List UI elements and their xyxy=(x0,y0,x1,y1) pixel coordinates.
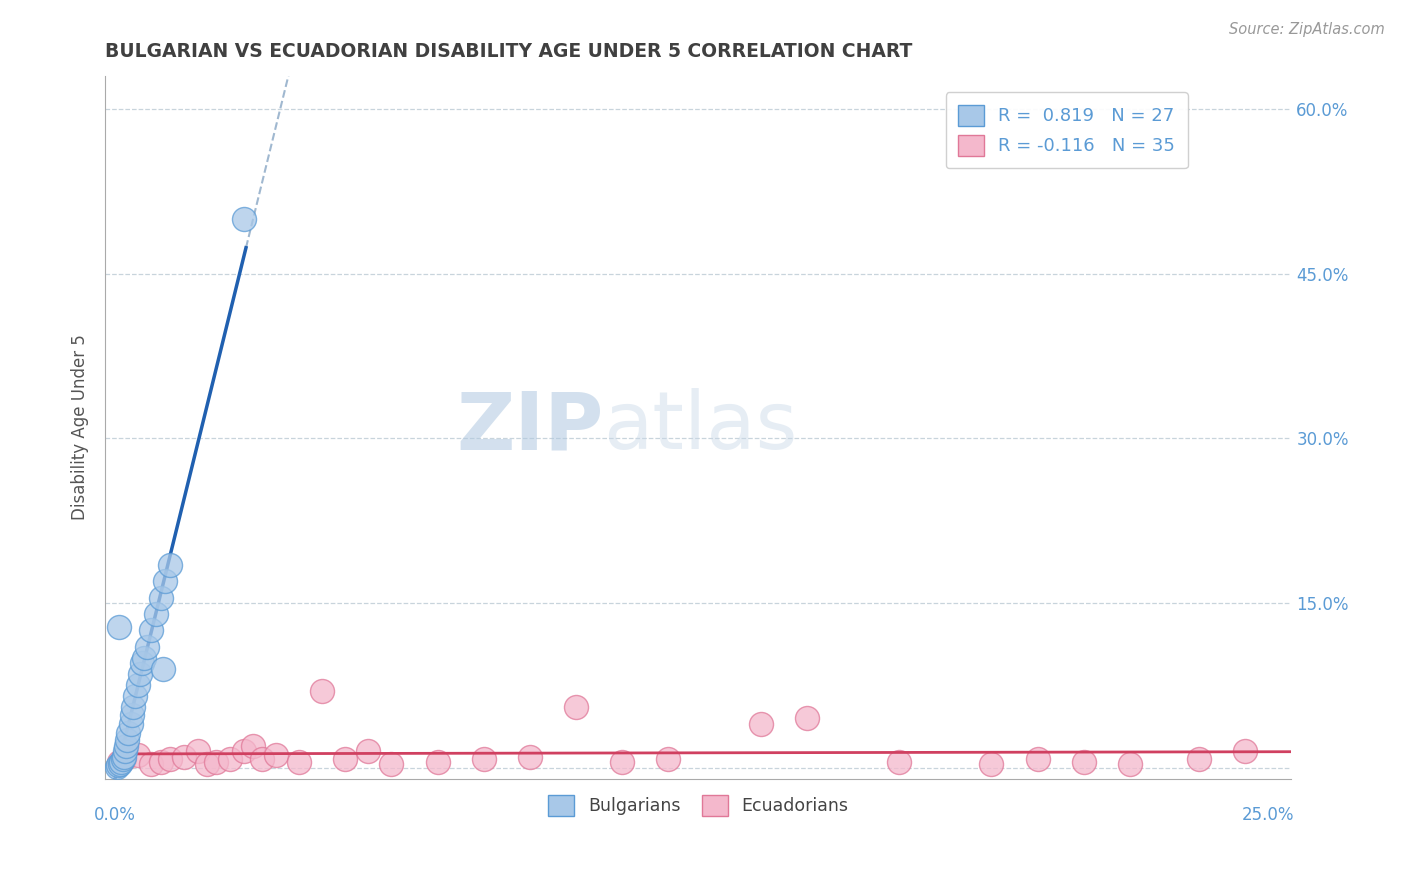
Point xyxy=(380,757,402,772)
Point xyxy=(186,744,208,758)
Point xyxy=(288,755,311,769)
Point xyxy=(122,700,145,714)
Text: 0.0%: 0.0% xyxy=(94,806,135,824)
Point xyxy=(127,747,149,762)
Point xyxy=(242,739,264,753)
Point xyxy=(1026,752,1049,766)
Point xyxy=(232,211,254,226)
Point xyxy=(117,725,139,739)
Point xyxy=(124,690,146,704)
Y-axis label: Disability Age Under 5: Disability Age Under 5 xyxy=(72,334,89,520)
Point xyxy=(980,757,1002,772)
Point xyxy=(159,558,181,572)
Point xyxy=(205,755,228,769)
Point xyxy=(131,657,153,671)
Point xyxy=(612,755,634,769)
Point xyxy=(1073,755,1095,769)
Point xyxy=(152,662,174,676)
Point xyxy=(111,752,134,766)
Point xyxy=(1119,757,1142,772)
Point xyxy=(149,755,172,769)
Point xyxy=(115,739,138,753)
Point xyxy=(426,755,449,769)
Point xyxy=(887,755,910,769)
Point xyxy=(565,700,588,714)
Text: ZIP: ZIP xyxy=(456,388,603,467)
Point xyxy=(107,758,129,772)
Point xyxy=(134,651,156,665)
Point xyxy=(110,755,132,769)
Point xyxy=(127,678,149,692)
Legend: Bulgarians, Ecuadorians: Bulgarians, Ecuadorians xyxy=(541,788,855,822)
Point xyxy=(232,744,254,758)
Point xyxy=(108,757,131,772)
Point xyxy=(114,744,136,758)
Point xyxy=(250,752,273,766)
Point xyxy=(145,607,167,621)
Point xyxy=(112,749,135,764)
Point xyxy=(657,752,679,766)
Point xyxy=(195,757,218,772)
Point xyxy=(749,716,772,731)
Point xyxy=(796,711,818,725)
Point xyxy=(1188,752,1211,766)
Point xyxy=(264,747,287,762)
Point xyxy=(1234,744,1257,758)
Point xyxy=(105,759,128,773)
Point xyxy=(117,733,139,747)
Point xyxy=(112,752,135,766)
Point xyxy=(128,667,150,681)
Point xyxy=(135,640,157,654)
Text: 25.0%: 25.0% xyxy=(1241,806,1295,824)
Point xyxy=(120,716,142,731)
Point xyxy=(335,752,357,766)
Point xyxy=(108,755,131,769)
Point xyxy=(519,749,541,764)
Point xyxy=(472,752,495,766)
Point xyxy=(108,620,131,634)
Point xyxy=(141,757,163,772)
Point xyxy=(149,591,172,605)
Point xyxy=(121,708,143,723)
Point xyxy=(141,624,163,638)
Point xyxy=(159,752,181,766)
Point xyxy=(155,574,177,588)
Point xyxy=(311,683,333,698)
Point xyxy=(357,744,380,758)
Text: atlas: atlas xyxy=(603,388,797,467)
Point xyxy=(218,752,240,766)
Text: Source: ZipAtlas.com: Source: ZipAtlas.com xyxy=(1229,22,1385,37)
Point xyxy=(173,749,195,764)
Text: BULGARIAN VS ECUADORIAN DISABILITY AGE UNDER 5 CORRELATION CHART: BULGARIAN VS ECUADORIAN DISABILITY AGE U… xyxy=(105,42,912,61)
